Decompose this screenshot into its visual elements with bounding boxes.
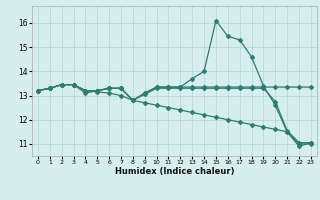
X-axis label: Humidex (Indice chaleur): Humidex (Indice chaleur): [115, 167, 234, 176]
